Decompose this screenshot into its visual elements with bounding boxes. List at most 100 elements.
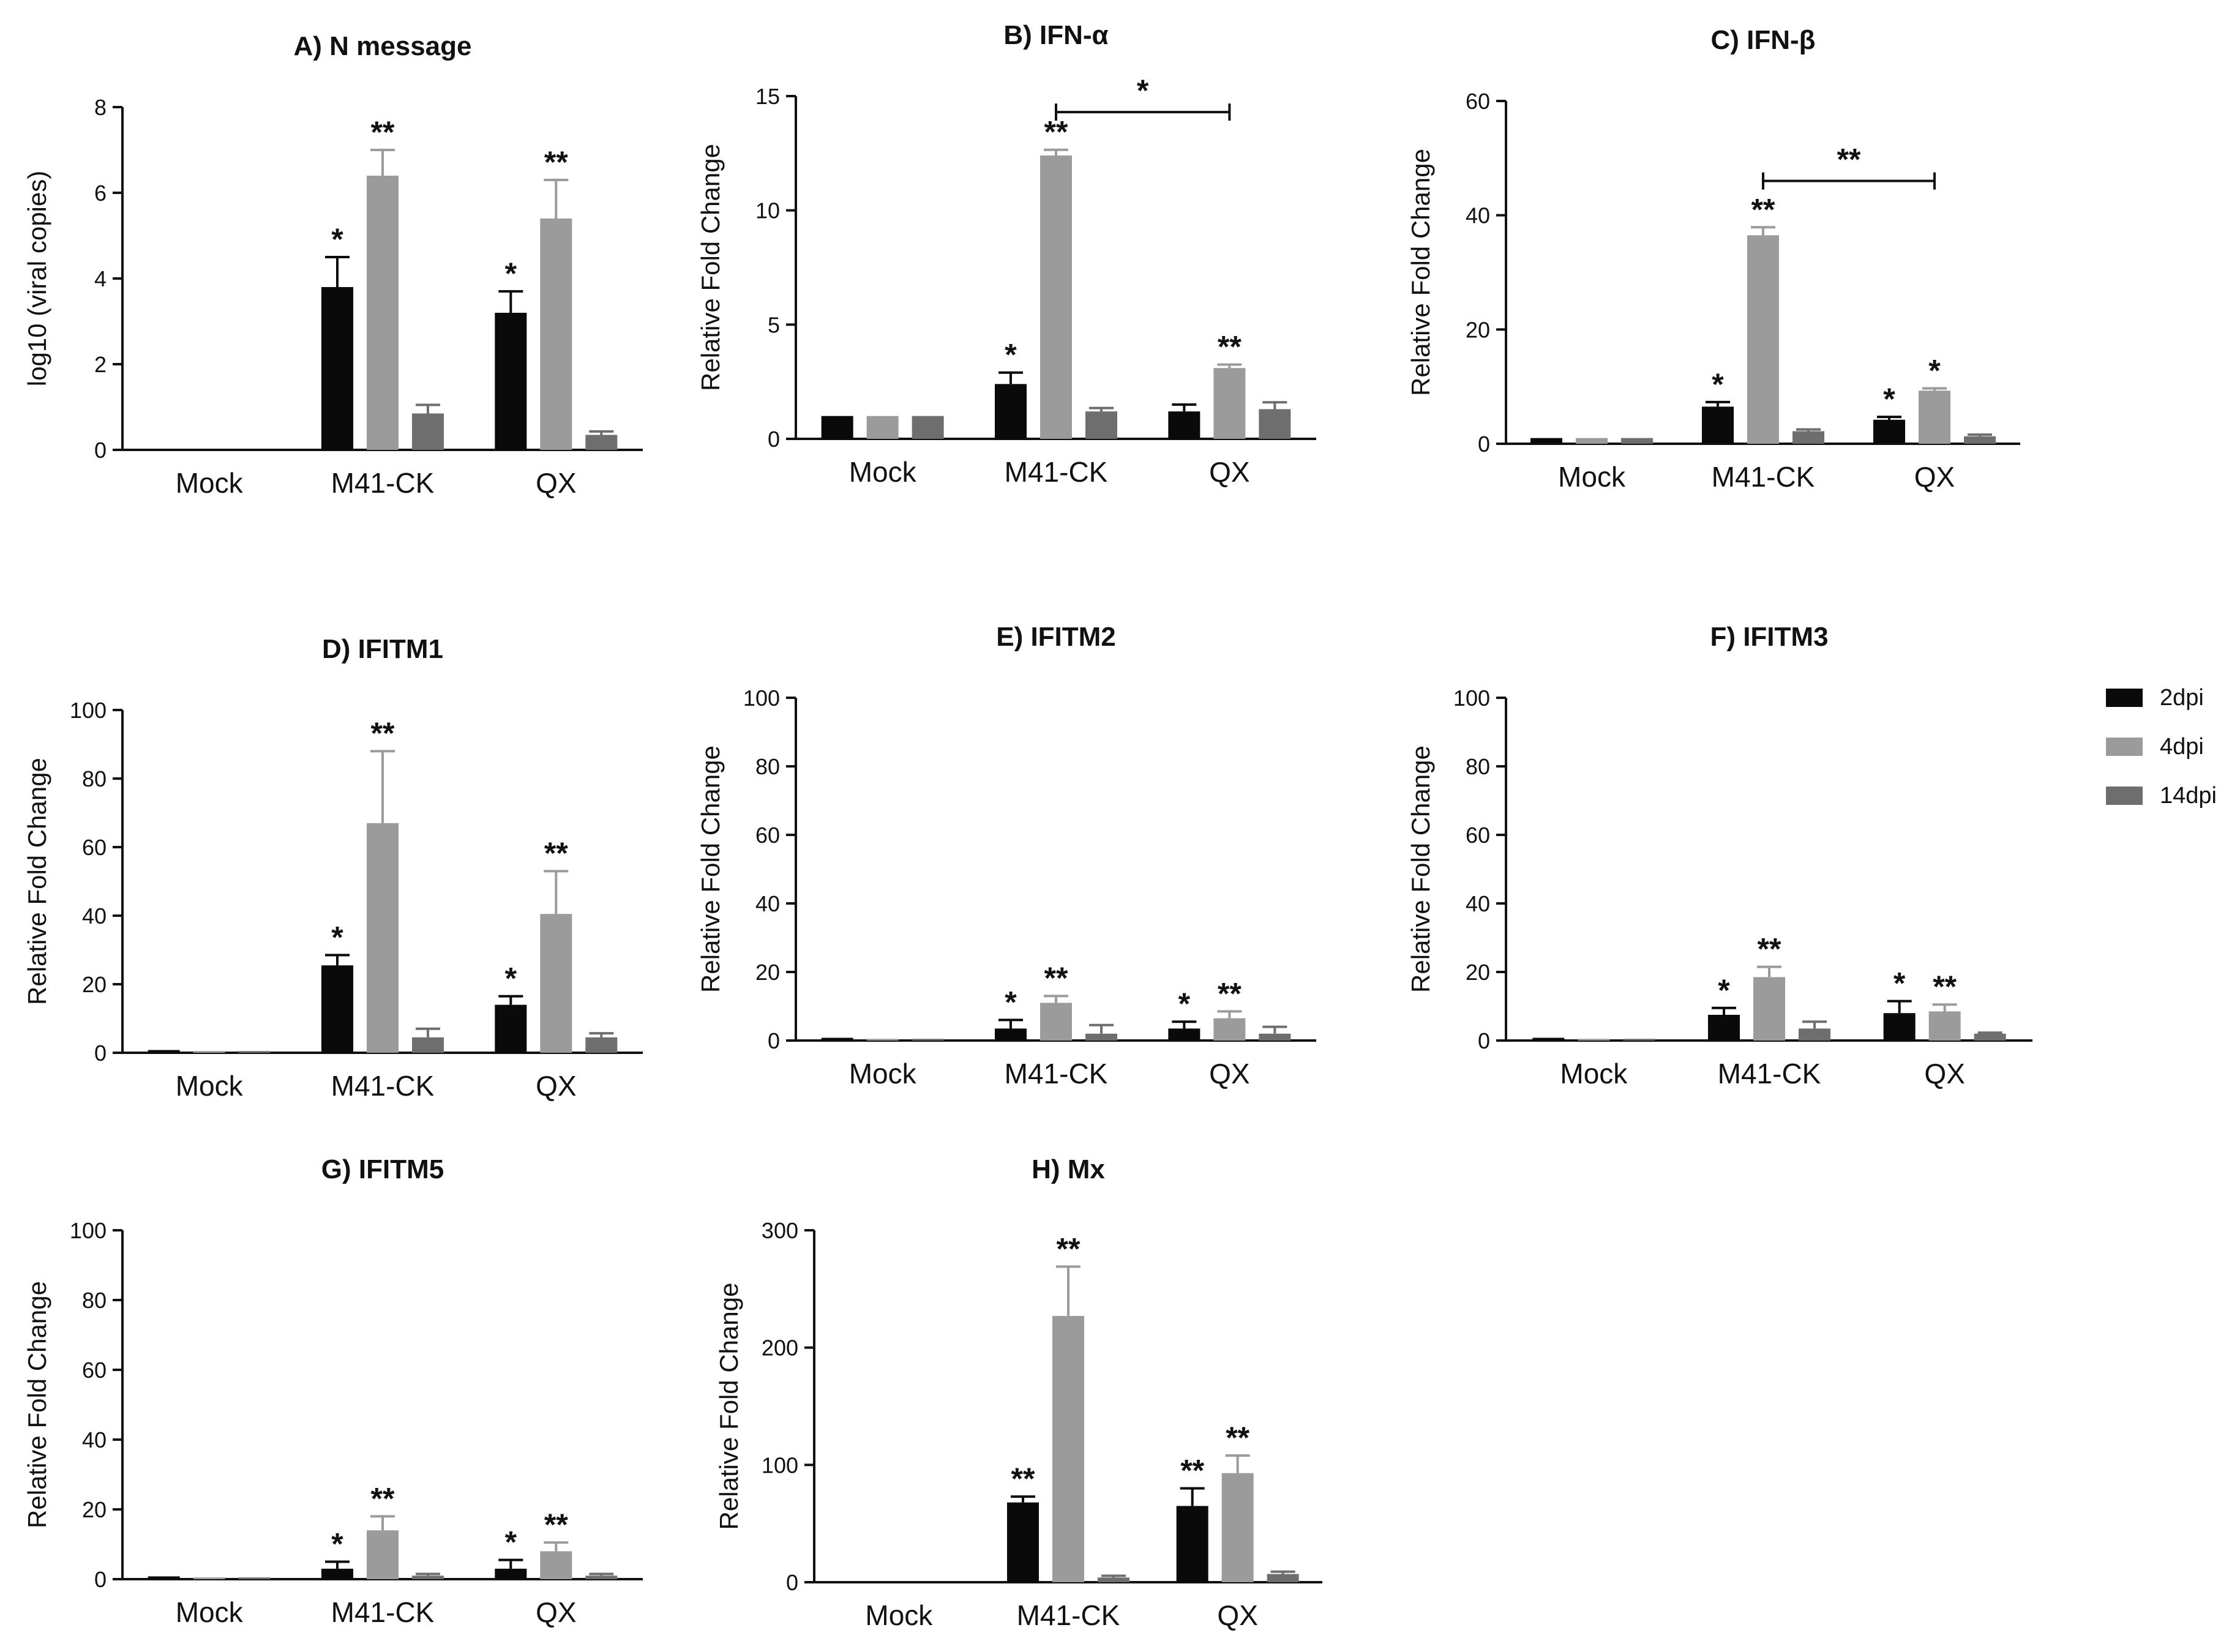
chart-h-ytick-label: 200 (762, 1336, 798, 1361)
chart-c-ytick-label: 40 (1466, 203, 1490, 228)
chart-f-bar-4dpi-qx (1928, 1011, 1961, 1041)
chart-d-bar-4dpi-m41-ck (367, 823, 399, 1053)
chart-h-sig-4dpi-m41-ck: ** (1057, 1232, 1081, 1266)
chart-d-xtick-label: Mock (176, 1070, 244, 1102)
chart-a-ytick-label: 6 (94, 181, 107, 206)
chart-g-ytick-label: 0 (94, 1567, 107, 1592)
chart-d-bar-14dpi-mock (238, 1051, 271, 1053)
chart-a-bar-4dpi-qx (540, 219, 572, 450)
chart-b-xtick-label: QX (1209, 456, 1249, 488)
chart-e-bar-14dpi-mock (912, 1039, 944, 1041)
chart-b-bar-14dpi-m41-ck (1085, 411, 1117, 439)
chart-g-ytick-label: 40 (82, 1427, 107, 1452)
chart-b-xtick-label: M41-CK (1005, 456, 1108, 488)
chart-e-bar-14dpi-qx (1259, 1033, 1291, 1041)
chart-b-sig-4dpi-qx: ** (1218, 330, 1242, 364)
chart-a-xtick-label: Mock (176, 467, 244, 499)
chart-d-bar-2dpi-m41-ck (321, 965, 353, 1053)
chart-f-ytick-label: 20 (1466, 960, 1490, 985)
chart-c-bar-14dpi-m41-ck (1792, 431, 1824, 444)
legend: 2dpi 4dpi 14dpi (2106, 673, 2217, 820)
chart-a-bar-14dpi-m41-ck (412, 413, 444, 450)
chart-g-bar-4dpi-qx (540, 1551, 572, 1579)
chart-d-sig-2dpi-qx: * (505, 962, 517, 996)
chart-f-bar-2dpi-qx (1883, 1013, 1916, 1041)
chart-b-xtick-label: Mock (849, 456, 917, 488)
chart-c-bar-4dpi-m41-ck (1747, 235, 1779, 444)
chart-d-sig-4dpi-m41-ck: ** (371, 716, 395, 750)
legend-label-2dpi: 2dpi (2160, 684, 2204, 711)
chart-h-bar-2dpi-qx (1176, 1506, 1208, 1582)
chart-c-sig-4dpi-qx: * (1928, 353, 1941, 387)
chart-g-ylabel: Relative Fold Change (23, 1281, 51, 1528)
chart-f-sig-4dpi-m41-ck: ** (1758, 932, 1781, 966)
chart-f-bar-14dpi-qx (1974, 1033, 2006, 1041)
chart-f-bar-2dpi-m41-ck (1708, 1015, 1740, 1041)
chart-g-title: G) IFITM5 (321, 1154, 444, 1184)
chart-f-ylabel: Relative Fold Change (1406, 746, 1435, 993)
chart-c-ytick-label: 0 (1478, 432, 1490, 457)
chart-g-ytick-label: 80 (82, 1288, 107, 1313)
chart-e-ylabel: Relative Fold Change (696, 746, 725, 993)
chart-a-ylabel: log10 (viral copies) (23, 171, 51, 387)
chart-d-ytick-label: 100 (70, 698, 107, 723)
chart-h-sig-4dpi-qx: ** (1226, 1421, 1249, 1455)
chart-c-sig-2dpi-m41-ck: * (1712, 367, 1724, 402)
chart-h-title: H) Mx (1032, 1154, 1105, 1184)
chart-c-bar-2dpi-mock (1530, 438, 1562, 444)
chart-d-title: D) IFITM1 (322, 634, 443, 664)
chart-h-bar-4dpi-m41-ck (1052, 1315, 1084, 1582)
chart-e-ytick-label: 60 (755, 823, 780, 848)
chart-f-title: F) IFITM3 (1710, 622, 1828, 652)
chart-h-sig-2dpi-qx: ** (1180, 1454, 1204, 1488)
chart-g-bar-14dpi-qx (585, 1575, 618, 1579)
chart-h-bar-14dpi-m41-ck (1098, 1577, 1129, 1582)
chart-c-xtick-label: Mock (1558, 461, 1626, 493)
chart-f-ytick-label: 0 (1478, 1028, 1490, 1053)
chart-b-bar-14dpi-mock (912, 416, 944, 439)
chart-a-title: A) N message (293, 31, 471, 61)
chart-c-bar-2dpi-qx (1873, 419, 1905, 444)
chart-c-bar-2dpi-m41-ck (1702, 406, 1734, 444)
chart-d-ytick-label: 0 (94, 1041, 107, 1066)
chart-b-ylabel: Relative Fold Change (696, 144, 725, 391)
chart-b-bar-14dpi-qx (1259, 409, 1291, 439)
chart-d-bar-2dpi-mock (148, 1050, 180, 1053)
chart-d-bar-14dpi-qx (585, 1037, 618, 1053)
chart-e-bar-4dpi-qx (1213, 1018, 1246, 1041)
chart-e-sig-2dpi-m41-ck: * (1005, 985, 1017, 1019)
chart-h-bar-4dpi-qx (1221, 1473, 1254, 1582)
chart-c-xtick-label: QX (1914, 461, 1955, 493)
chart-f-sig-2dpi-qx: * (1894, 966, 1906, 1001)
chart-a-ytick-label: 0 (94, 438, 107, 463)
chart-a-sig-4dpi-m41-ck: ** (371, 115, 395, 149)
chart-g-bar-2dpi-mock (148, 1576, 180, 1579)
chart-g-ytick-label: 20 (82, 1497, 107, 1522)
chart-e-sig-4dpi-m41-ck: ** (1044, 961, 1068, 995)
chart-h-ytick-label: 100 (762, 1452, 798, 1478)
chart-c-xtick-label: M41-CK (1712, 461, 1815, 493)
chart-g-ytick-label: 60 (82, 1358, 107, 1383)
chart-a-ytick-label: 2 (94, 352, 107, 377)
chart-b-sig-2dpi-m41-ck: * (1005, 338, 1017, 372)
chart-d-ylabel: Relative Fold Change (23, 758, 51, 1005)
chart-e-sig-2dpi-qx: * (1178, 987, 1191, 1021)
chart-f-bar-4dpi-mock (1578, 1039, 1610, 1041)
chart-c-bar-4dpi-qx (1919, 391, 1950, 444)
chart-c-bar-14dpi-mock (1621, 438, 1653, 444)
chart-c-ytick-label: 20 (1466, 317, 1490, 342)
chart-f-sig-2dpi-m41-ck: * (1718, 973, 1730, 1007)
chart-c-sig-4dpi-m41-ck: ** (1751, 192, 1775, 226)
chart-g-bar-4dpi-m41-ck (367, 1530, 399, 1579)
chart-e-ytick-label: 20 (755, 960, 780, 985)
chart-a-sig-2dpi-qx: * (505, 256, 517, 291)
chart-f-ytick-label: 100 (1453, 686, 1490, 711)
chart-d-sig-4dpi-qx: ** (544, 836, 568, 870)
chart-d-sig-2dpi-m41-ck: * (331, 920, 343, 954)
chart-g-bar-4dpi-mock (193, 1577, 225, 1579)
chart-g-xtick-label: QX (536, 1596, 576, 1628)
chart-h-xtick-label: M41-CK (1017, 1599, 1120, 1631)
chart-a-ytick-label: 4 (94, 266, 107, 291)
chart-a-sig-2dpi-m41-ck: * (331, 222, 343, 256)
chart-e-sig-4dpi-qx: ** (1218, 976, 1242, 1011)
